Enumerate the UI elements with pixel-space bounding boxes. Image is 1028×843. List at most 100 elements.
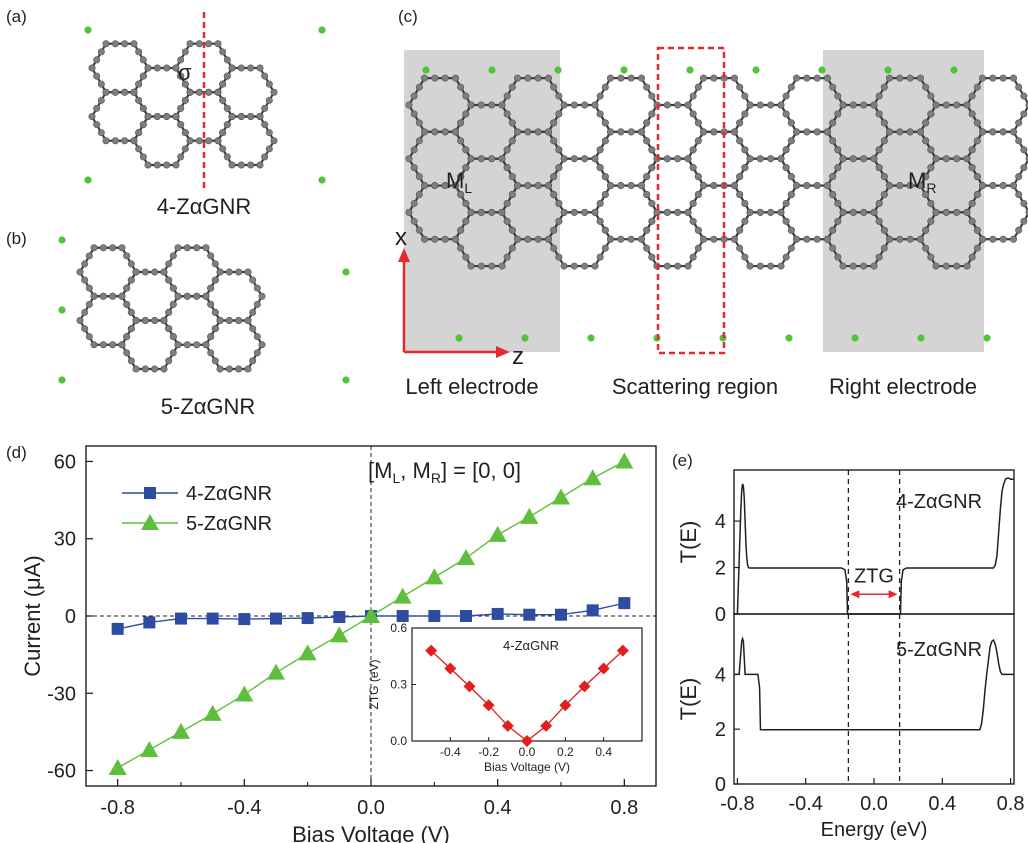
carbon-atom <box>219 48 227 56</box>
carbon-atom <box>211 357 219 365</box>
ztg-label: ZTG <box>854 565 894 587</box>
carbon-atom <box>151 268 159 276</box>
carbon-atom <box>253 349 261 357</box>
carbon-atom <box>596 146 604 154</box>
carbon-atom <box>165 308 173 316</box>
carbon-atom <box>139 104 147 112</box>
carbon-atom <box>767 155 775 163</box>
x-arrow-head <box>398 248 410 262</box>
iv-point-4zagnr <box>301 612 314 625</box>
carbon-atom <box>111 40 119 48</box>
panel-b-tag: (b) <box>6 229 27 248</box>
carbon-atom <box>989 182 997 190</box>
carbon-atom <box>710 182 718 190</box>
carbon-atom <box>1009 128 1017 136</box>
carbon-atom <box>410 164 418 172</box>
carbon-atom <box>88 64 96 72</box>
inset-point <box>425 644 438 657</box>
carbon-atom <box>405 101 413 109</box>
carbon-atom <box>637 235 645 243</box>
carbon-atom <box>601 83 609 91</box>
carbon-atom <box>555 253 563 261</box>
carbon-atom <box>953 155 961 163</box>
carbon-atom <box>207 252 215 260</box>
carbon-atom <box>689 199 697 207</box>
carbon-atom <box>181 48 189 56</box>
iv-annotation-sub-r: R <box>431 470 441 486</box>
carbon-atom <box>756 155 764 163</box>
iv-point-5zagnr <box>615 452 634 469</box>
carbon-atom <box>782 92 790 100</box>
carbon-atom <box>906 128 914 136</box>
legend-label-0: 4-ZαGNR <box>186 483 272 505</box>
inset-point <box>616 644 629 657</box>
hydrogen-atom <box>84 26 92 34</box>
carbon-atom <box>741 146 749 154</box>
carbon-atom <box>253 300 261 308</box>
carbon-atom <box>90 341 98 349</box>
carbon-atom <box>405 155 413 163</box>
legend-label-1: 5-ZαGNR <box>186 513 272 535</box>
carbon-atom <box>999 235 1007 243</box>
carbon-atom <box>694 226 702 234</box>
carbon-atom <box>256 112 264 120</box>
iv-y-tick-label: 30 <box>54 529 76 551</box>
carbon-atom <box>508 137 516 145</box>
carbon-atom <box>792 74 800 82</box>
carbon-atom <box>169 300 177 308</box>
carbon-atom <box>160 268 168 276</box>
carbon-atom <box>823 74 831 82</box>
carbon-atom <box>880 173 888 181</box>
carbon-atom <box>177 72 185 80</box>
iv-point-4zagnr <box>555 608 567 621</box>
carbon-atom <box>860 208 868 216</box>
iv-point-4zagnr <box>460 610 472 622</box>
carbon-atom <box>121 40 129 48</box>
carbon-atom <box>906 235 914 243</box>
carbon-atom <box>922 244 930 252</box>
carbon-atom <box>219 80 227 88</box>
carbon-atom <box>488 155 496 163</box>
carbon-atom <box>570 101 578 109</box>
carbon-atom <box>648 217 656 225</box>
carbon-atom <box>153 161 161 169</box>
carbon-atom <box>694 137 702 145</box>
carbon-atom <box>932 208 940 216</box>
iv-y-tick-label: -30 <box>47 683 76 705</box>
carbon-atom <box>787 173 795 181</box>
carbon-atom <box>195 88 203 96</box>
carbon-atom <box>477 101 485 109</box>
inset-x-tick-label: 0.0 <box>519 745 536 759</box>
carbon-atom <box>648 92 656 100</box>
inset-point <box>578 680 591 693</box>
hydrogen-atom <box>521 334 529 342</box>
carbon-atom <box>123 252 131 260</box>
carbon-atom <box>498 208 506 216</box>
carbon-atom <box>689 253 697 261</box>
iv-x-tick-label: -0.8 <box>100 797 134 819</box>
carbon-atom <box>207 333 215 341</box>
carbon-atom <box>601 244 609 252</box>
ml-label: ML <box>446 168 472 196</box>
hydrogen-atom <box>58 306 66 314</box>
carbon-atom <box>601 137 609 145</box>
carbon-atom <box>916 182 924 190</box>
carbon-atom <box>699 74 707 82</box>
carbon-atom <box>885 182 893 190</box>
ribbon-4-zagnr-structure <box>84 26 326 184</box>
carbon-atom <box>462 146 470 154</box>
carbon-atom <box>225 268 233 276</box>
carbon-atom <box>544 128 552 136</box>
carbon-atom <box>211 276 219 284</box>
carbon-atom <box>76 268 84 276</box>
carbon-atom <box>829 119 837 127</box>
ribbon-5-zagnr-structure <box>58 236 350 384</box>
carbon-atom <box>710 74 718 82</box>
carbon-atom <box>181 129 189 137</box>
carbon-atom <box>211 308 219 316</box>
carbon-atom <box>968 199 976 207</box>
carbon-atom <box>550 137 558 145</box>
carbon-atom <box>689 146 697 154</box>
carbon-atom <box>674 262 682 270</box>
